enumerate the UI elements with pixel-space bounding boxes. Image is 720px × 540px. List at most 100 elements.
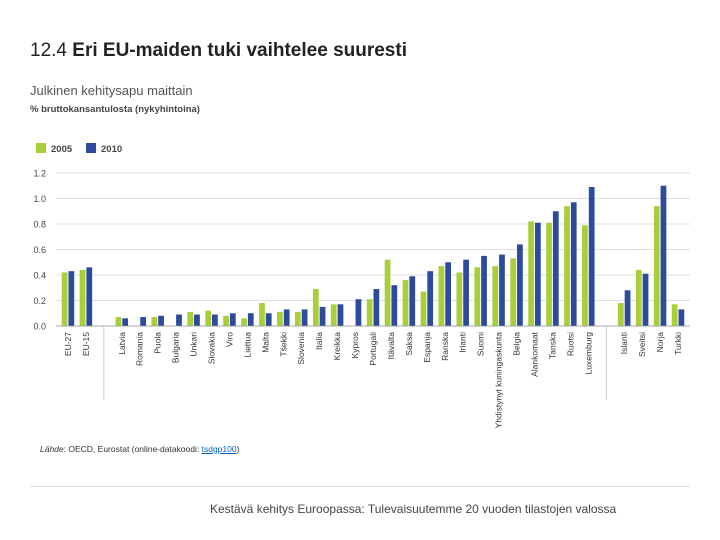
x-tick-label: Puola	[153, 332, 163, 354]
x-tick-label: Itävalta	[386, 332, 396, 360]
bar-2010	[517, 244, 523, 326]
x-tick-label: Belgia	[512, 332, 522, 356]
bar-2005	[635, 269, 642, 326]
x-tick-label: Portugali	[368, 332, 378, 366]
bar-chart: 0.0 0.2 0.4 0.6 0.8 1.0 1.2 2005 2010 EU-27 EU-15 L…	[33, 143, 690, 429]
x-tick-label: Luxemburg	[583, 332, 593, 375]
bar-2010	[624, 290, 631, 326]
x-tick-label: Yhdistynyt kuningaskunta	[494, 332, 504, 429]
x-tick-label: Kreikka	[332, 332, 342, 361]
x-tick-label: Unkari	[189, 332, 199, 357]
bar-2010	[660, 185, 667, 326]
bar-2005	[384, 259, 391, 326]
bar-2005	[294, 311, 301, 326]
x-tick-label: Malta	[260, 332, 270, 353]
bar-2010	[301, 309, 308, 326]
slide-heading: Eri EU-maiden tuki vaihtelee suuresti	[72, 40, 407, 61]
x-tick-label: Ruotsi	[565, 332, 575, 356]
bar-2010	[409, 276, 416, 326]
bar-2005	[671, 304, 678, 326]
bar-2010	[373, 289, 380, 326]
y-tick-label: 1.0	[33, 194, 46, 204]
x-tick-label: Liettua	[242, 332, 252, 358]
bar-2010	[337, 304, 344, 326]
legend-swatch	[86, 143, 96, 153]
bar-2010	[427, 271, 434, 326]
bar-2010	[499, 254, 505, 326]
bar-2005	[312, 289, 319, 326]
y-tick-label: 0.6	[33, 245, 46, 255]
source-prefix: Lähde	[40, 444, 64, 454]
bar-2005	[223, 315, 229, 326]
bar-2005	[259, 303, 265, 326]
bar-2005	[564, 206, 570, 326]
bar-2005	[492, 266, 499, 326]
bar-2010	[158, 315, 164, 326]
legend-label: 2005	[51, 144, 73, 155]
bar-2010	[391, 285, 398, 326]
bar-2010	[68, 271, 75, 326]
bar-2005	[456, 272, 463, 326]
bar-2005	[653, 206, 660, 326]
y-tick-label: 0.2	[33, 296, 46, 306]
x-tick-label: Slovenia	[296, 332, 306, 365]
x-tick-label: EU-15	[81, 332, 91, 356]
source-link[interactable]: tsdgp100	[201, 444, 237, 454]
bar-2010	[265, 313, 272, 326]
x-tick-label: Italia	[314, 332, 324, 350]
source-text: : OECD, Eurostat (online-datakoodi:	[63, 444, 202, 454]
x-tick-label: Viro	[224, 332, 234, 347]
slide-number: 12.4	[30, 40, 67, 61]
bar-2010	[247, 313, 254, 326]
x-tick-label: Saksa	[404, 332, 414, 356]
bar-2005	[402, 280, 409, 326]
bar-2005	[528, 221, 534, 326]
x-tick-label: Slovakia	[207, 332, 217, 364]
bar-2010	[355, 299, 362, 326]
bar-2005	[241, 318, 247, 326]
bar-2005	[330, 304, 337, 326]
x-tick-label: Ranska	[440, 332, 450, 361]
x-tick-label: Tanska	[547, 332, 557, 359]
x-tick-label: Irlanti	[458, 332, 468, 353]
x-tick-label: EU-27	[63, 332, 73, 356]
x-tick-label: Alankomaat	[529, 331, 539, 377]
bar-2005	[61, 272, 68, 326]
bar-2010	[678, 309, 685, 326]
bar-2005	[151, 317, 158, 326]
bar-2010	[176, 314, 182, 326]
y-tick-label: 0.8	[33, 220, 46, 230]
footer-text: Kestävä kehitys Euroopassa: Tulevaisuute…	[210, 502, 617, 516]
bar-2005	[277, 311, 283, 326]
x-tick-label: Romania	[135, 332, 145, 366]
bar-2010	[212, 314, 218, 326]
chart-unit-label: % bruttokansantulosta (nykyhintoina)	[30, 104, 200, 115]
bar-2005	[546, 222, 552, 326]
bar-2010	[588, 187, 595, 326]
bar-2010	[534, 222, 541, 326]
bar-2010	[283, 309, 290, 326]
bar-2005	[79, 269, 86, 326]
bar-2010	[229, 313, 236, 326]
y-tick-label: 1.2	[33, 169, 46, 179]
chart-title: Julkinen kehitysapu maittain	[30, 83, 193, 98]
bar-2010	[86, 267, 93, 326]
source-note: Lähde: OECD, Eurostat (online-datakoodi:…	[40, 444, 239, 454]
bar-2005	[420, 291, 427, 326]
x-tick-label: Turkki	[673, 332, 683, 355]
source-suffix: )	[236, 444, 240, 454]
x-tick-label: Tšekki	[278, 332, 288, 357]
bar-2005	[582, 225, 588, 326]
x-tick-label: Espanja	[422, 332, 432, 363]
x-tick-label: Suomi	[476, 332, 486, 356]
legend-label: 2010	[101, 144, 122, 155]
bar-2005	[366, 299, 373, 326]
bar-2005	[474, 267, 481, 326]
legend-swatch	[36, 143, 46, 153]
y-tick-label: 0.4	[33, 271, 46, 281]
bar-2010	[642, 273, 649, 326]
bar-2005	[510, 258, 517, 326]
x-tick-label: Kypros	[350, 332, 360, 358]
bar-2005	[187, 311, 194, 326]
bar-2010	[552, 211, 559, 326]
